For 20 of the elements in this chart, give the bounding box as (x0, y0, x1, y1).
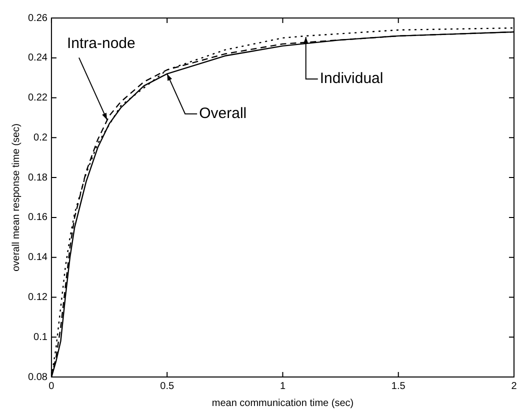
annotation: Individual (320, 70, 384, 88)
x-tick-label: 0.5 (160, 380, 174, 392)
annotation: Overall (199, 104, 247, 122)
y-tick-label: 0.18 (28, 172, 48, 184)
x-tick-label: 2 (511, 380, 518, 392)
y-tick-label: 0.08 (28, 372, 48, 383)
x-axis-title: mean communication time (sec) (212, 398, 354, 409)
annotation: Intra-node (66, 34, 136, 52)
x-tick-label: 1.5 (391, 380, 406, 392)
x-tick-label: 1 (280, 380, 286, 392)
x-tick-label: 0 (48, 380, 55, 392)
y-tick-label: 0.2 (34, 132, 48, 144)
y-axis-title: overall mean response time (sec) (10, 124, 22, 272)
y-tick-label: 0.24 (28, 52, 48, 64)
y-tick-label: 0.16 (28, 212, 48, 224)
y-tick-label: 0.26 (28, 12, 48, 24)
y-tick-label: 0.22 (28, 92, 48, 104)
y-tick-label: 0.14 (28, 252, 48, 264)
y-tick-label: 0.1 (34, 332, 48, 343)
y-tick-label: 0.12 (28, 292, 48, 303)
